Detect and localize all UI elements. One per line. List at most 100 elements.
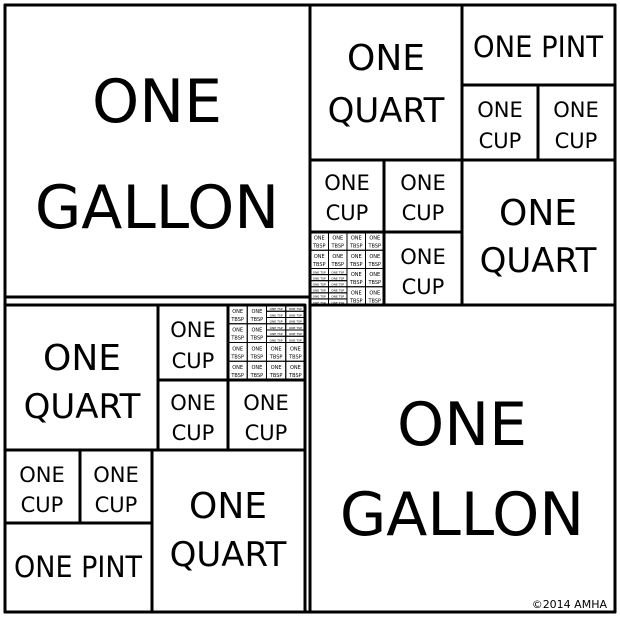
pint-text: ONE PINT xyxy=(473,30,603,64)
tbsp-one-text: ONE xyxy=(232,328,243,334)
cup-one-text: ONE xyxy=(324,171,370,195)
tsp-text: ONE TSP xyxy=(289,332,302,336)
tbsp-one-text: ONE xyxy=(232,365,243,371)
tbsp-one-text: ONE xyxy=(369,272,380,278)
tbsp-word-text: TBSP xyxy=(349,298,363,304)
quart-panel-b: ONE QUART xyxy=(150,448,307,614)
cup-one-text: ONE xyxy=(170,318,216,342)
tbsp-word-text: TBSP xyxy=(367,262,381,268)
cup-word-text: CUP xyxy=(402,275,445,299)
tbsp-word-text: TBSP xyxy=(250,317,264,323)
tbsp-word-text: TBSP xyxy=(269,373,283,379)
tbsp-word-text: TBSP xyxy=(367,298,381,304)
tsp-text: ONE TSP xyxy=(313,276,326,280)
tbsp-one-text: ONE xyxy=(251,309,262,315)
tbsp-word-text: TBSP xyxy=(312,262,326,268)
tbsp-one-text: ONE xyxy=(369,236,380,242)
tsp-text: ONE TSP xyxy=(331,295,344,299)
cup-one-text: ONE xyxy=(170,391,216,415)
quart-one-text: ONE xyxy=(43,338,121,379)
tbsp-one-text: ONE xyxy=(351,254,362,260)
tbsp-word-text: TBSP xyxy=(288,373,302,379)
comic-border xyxy=(3,3,617,614)
cup-word-text: CUP xyxy=(21,493,64,517)
gallon-panel-bottom-right: ONE GALLON xyxy=(308,303,617,614)
tsp-text: ONE TSP xyxy=(289,320,302,324)
signature-text: ©2014 AMHA xyxy=(532,598,608,611)
tbsp-word-text: TBSP xyxy=(230,373,244,379)
tsp-text: ONE TSP xyxy=(289,307,302,311)
tsp-text: ONE TSP xyxy=(331,270,344,274)
tbsp-word-text: TBSP xyxy=(230,354,244,360)
gallon-one-text: ONE xyxy=(92,67,222,137)
tbsp-one-text: ONE xyxy=(369,290,380,296)
tsp-text: ONE TSP xyxy=(270,326,283,330)
quart-one-text: ONE xyxy=(189,486,267,527)
cup-word-text: CUP xyxy=(326,201,369,225)
tsp-text: ONE TSP xyxy=(270,332,283,336)
tsp-text: ONE TSP xyxy=(313,270,326,274)
tbsp-word-text: TBSP xyxy=(250,354,264,360)
tsp-text: ONE TSP xyxy=(331,301,344,305)
tbsp-one-text: ONE xyxy=(314,254,325,260)
tbsp-one-text: ONE xyxy=(290,346,301,352)
tbsp-one-text: ONE xyxy=(251,365,262,371)
cup-panel-d: ONE CUP xyxy=(382,158,464,234)
tbsp-word-text: TBSP xyxy=(250,373,264,379)
tbsp-word-text: TBSP xyxy=(250,336,264,342)
tsp-text: ONE TSP xyxy=(331,276,344,280)
gallon-panel-top-left: ONE GALLON xyxy=(3,3,312,299)
tsp-text: ONE TSP xyxy=(289,313,302,317)
tsp-text: ONE TSP xyxy=(270,313,283,317)
tbsp-one-text: ONE xyxy=(232,309,243,315)
cup-one-text: ONE xyxy=(19,463,65,487)
tbsp-one-text: ONE xyxy=(314,236,325,242)
pint-panel: ONE PINT xyxy=(3,521,154,614)
cup-one-text: ONE xyxy=(477,98,523,122)
pint-text: ONE PINT xyxy=(14,550,142,584)
cup-panel-b: ONE CUP xyxy=(536,83,617,162)
tbsp-word-text: TBSP xyxy=(288,354,302,360)
cup-one-text: ONE xyxy=(93,463,139,487)
quart-one-text: ONE xyxy=(499,193,577,234)
tbsp-one-text: ONE xyxy=(332,236,343,242)
gallon-word-text: GALLON xyxy=(35,173,279,243)
tsp-text: ONE TSP xyxy=(270,307,283,311)
quart-word-text: QUART xyxy=(24,387,141,427)
cup-word-text: CUP xyxy=(245,421,288,445)
tbsp-one-text: ONE xyxy=(351,272,362,278)
cup-panel-b: ONE CUP xyxy=(156,378,230,452)
tbsp-word-text: TBSP xyxy=(269,354,283,360)
tbsp-one-text: ONE xyxy=(271,346,282,352)
pint-panel: ONE PINT xyxy=(460,3,617,87)
cup-panel-a: ONE CUP xyxy=(156,303,230,382)
quart-panel-b: ONE QUART xyxy=(460,158,617,307)
tbsp-one-text: ONE xyxy=(271,365,282,371)
quart-panel-a: ONE QUART xyxy=(308,3,464,162)
tbsp-word-text: TBSP xyxy=(349,280,363,286)
quart-word-text: QUART xyxy=(480,241,597,281)
tbsp-grid-bottom-left: ONE TBSP ONE TBSP ONE TSP ONE TSP ONE TSP ONE T… xyxy=(226,303,307,382)
tsp-text: ONE TSP xyxy=(331,289,344,293)
tbsp-one-text: ONE xyxy=(351,236,362,242)
tbsp-one-text: ONE xyxy=(232,346,243,352)
tbsp-word-text: TBSP xyxy=(330,244,344,250)
cup-word-text: CUP xyxy=(95,493,138,517)
quadrant-top-right: ONE QUART ONE PINT ONE CUP ONE CUP ONE C… xyxy=(308,3,617,307)
cup-panel-e: ONE CUP xyxy=(78,448,154,525)
tsp-text: ONE TSP xyxy=(313,283,326,287)
tbsp-word-text: TBSP xyxy=(367,244,381,250)
cup-word-text: CUP xyxy=(479,129,522,153)
cup-word-text: CUP xyxy=(555,129,598,153)
cup-one-text: ONE xyxy=(400,245,446,269)
tbsp-word-text: TBSP xyxy=(349,244,363,250)
tbsp-one-text: ONE xyxy=(351,290,362,296)
quart-one-text: ONE xyxy=(347,38,425,79)
tbsp-grid-top-right: ONE TBSP ONE TBSP ONE TBSP ONE TBSP ONE TBSP ONE TB… xyxy=(308,230,386,307)
tsp-text: ONE TSP xyxy=(313,295,326,299)
cup-one-text: ONE xyxy=(553,98,599,122)
tbsp-one-text: ONE xyxy=(251,328,262,334)
tbsp-word-text: TBSP xyxy=(230,317,244,323)
